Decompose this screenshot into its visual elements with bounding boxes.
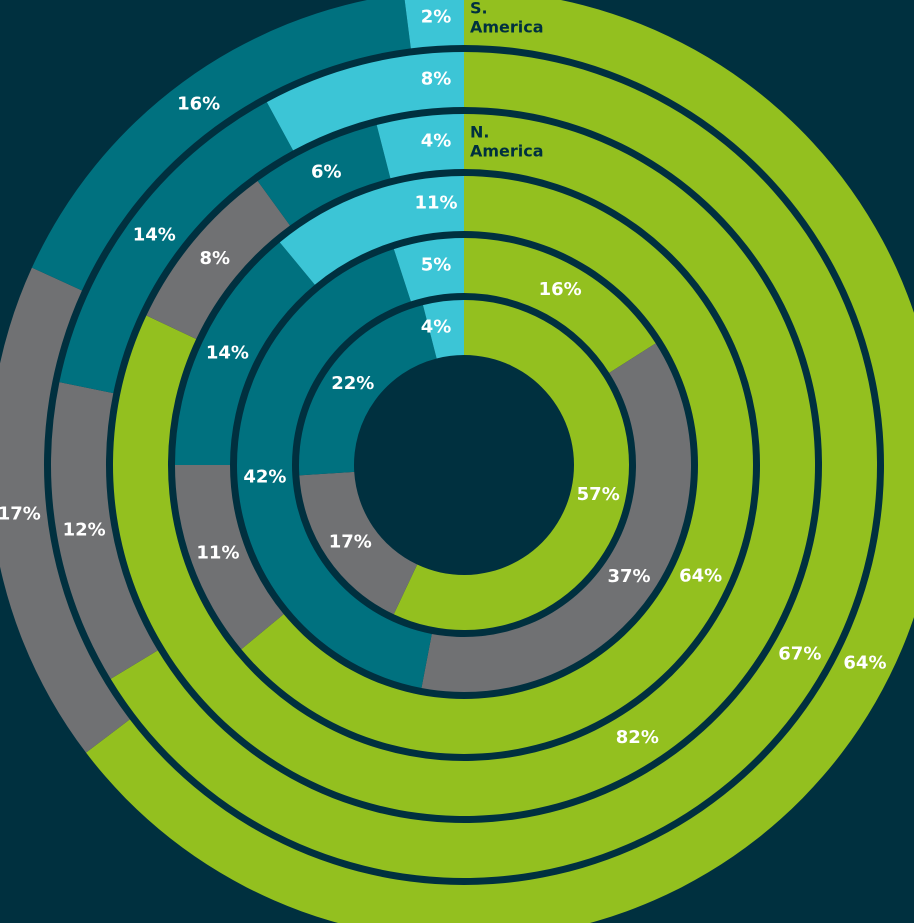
ring-segment: [299, 471, 418, 615]
value-label: 67%: [778, 643, 821, 664]
value-label: 2%: [421, 7, 452, 28]
ring-segment: [266, 52, 464, 151]
value-label: 17%: [0, 504, 41, 525]
ring-segment: [421, 343, 691, 692]
value-label: 8%: [421, 69, 452, 90]
value-label: 5%: [421, 255, 452, 276]
value-label: 11%: [196, 543, 239, 564]
ring-segment: [393, 300, 629, 631]
value-label: 64%: [843, 653, 886, 674]
ring-segment: [51, 382, 158, 679]
ring-segment: [422, 300, 464, 359]
ring-label: N. America: [470, 122, 544, 160]
value-label: 22%: [331, 373, 374, 394]
ring-segment: [376, 114, 464, 179]
ring-segment: [257, 125, 391, 226]
value-label: 11%: [414, 193, 457, 214]
ring-segment: [0, 267, 130, 753]
value-label: 4%: [421, 317, 452, 338]
value-label: 14%: [206, 343, 249, 364]
value-label: 4%: [421, 131, 452, 152]
ring-segment: [146, 181, 291, 339]
ring-segment: [393, 238, 464, 302]
value-label: 82%: [616, 727, 659, 748]
value-label: 17%: [329, 531, 372, 552]
ring-segment: [31, 0, 411, 291]
value-label: 16%: [177, 94, 220, 115]
ring-segment: [241, 176, 753, 755]
ring-segment: [237, 249, 432, 688]
value-label: 42%: [243, 467, 286, 488]
value-label: 16%: [539, 279, 582, 300]
ring-segment: [59, 102, 294, 394]
value-label: 8%: [199, 248, 230, 269]
ring-segment: [464, 238, 656, 373]
value-label: 57%: [577, 484, 620, 505]
ring-label: S. America: [470, 0, 544, 36]
ring-segment: [86, 0, 914, 923]
ring-segment: [279, 176, 464, 285]
value-label: 64%: [679, 565, 722, 586]
value-label: 14%: [133, 225, 176, 246]
value-label: 6%: [311, 161, 342, 182]
ring-segment: [299, 305, 437, 476]
ring-segment: [175, 242, 315, 465]
ring-segment: [404, 0, 464, 49]
value-label: 12%: [63, 520, 106, 541]
ring-segment: [175, 465, 284, 650]
value-label: 37%: [607, 566, 650, 587]
